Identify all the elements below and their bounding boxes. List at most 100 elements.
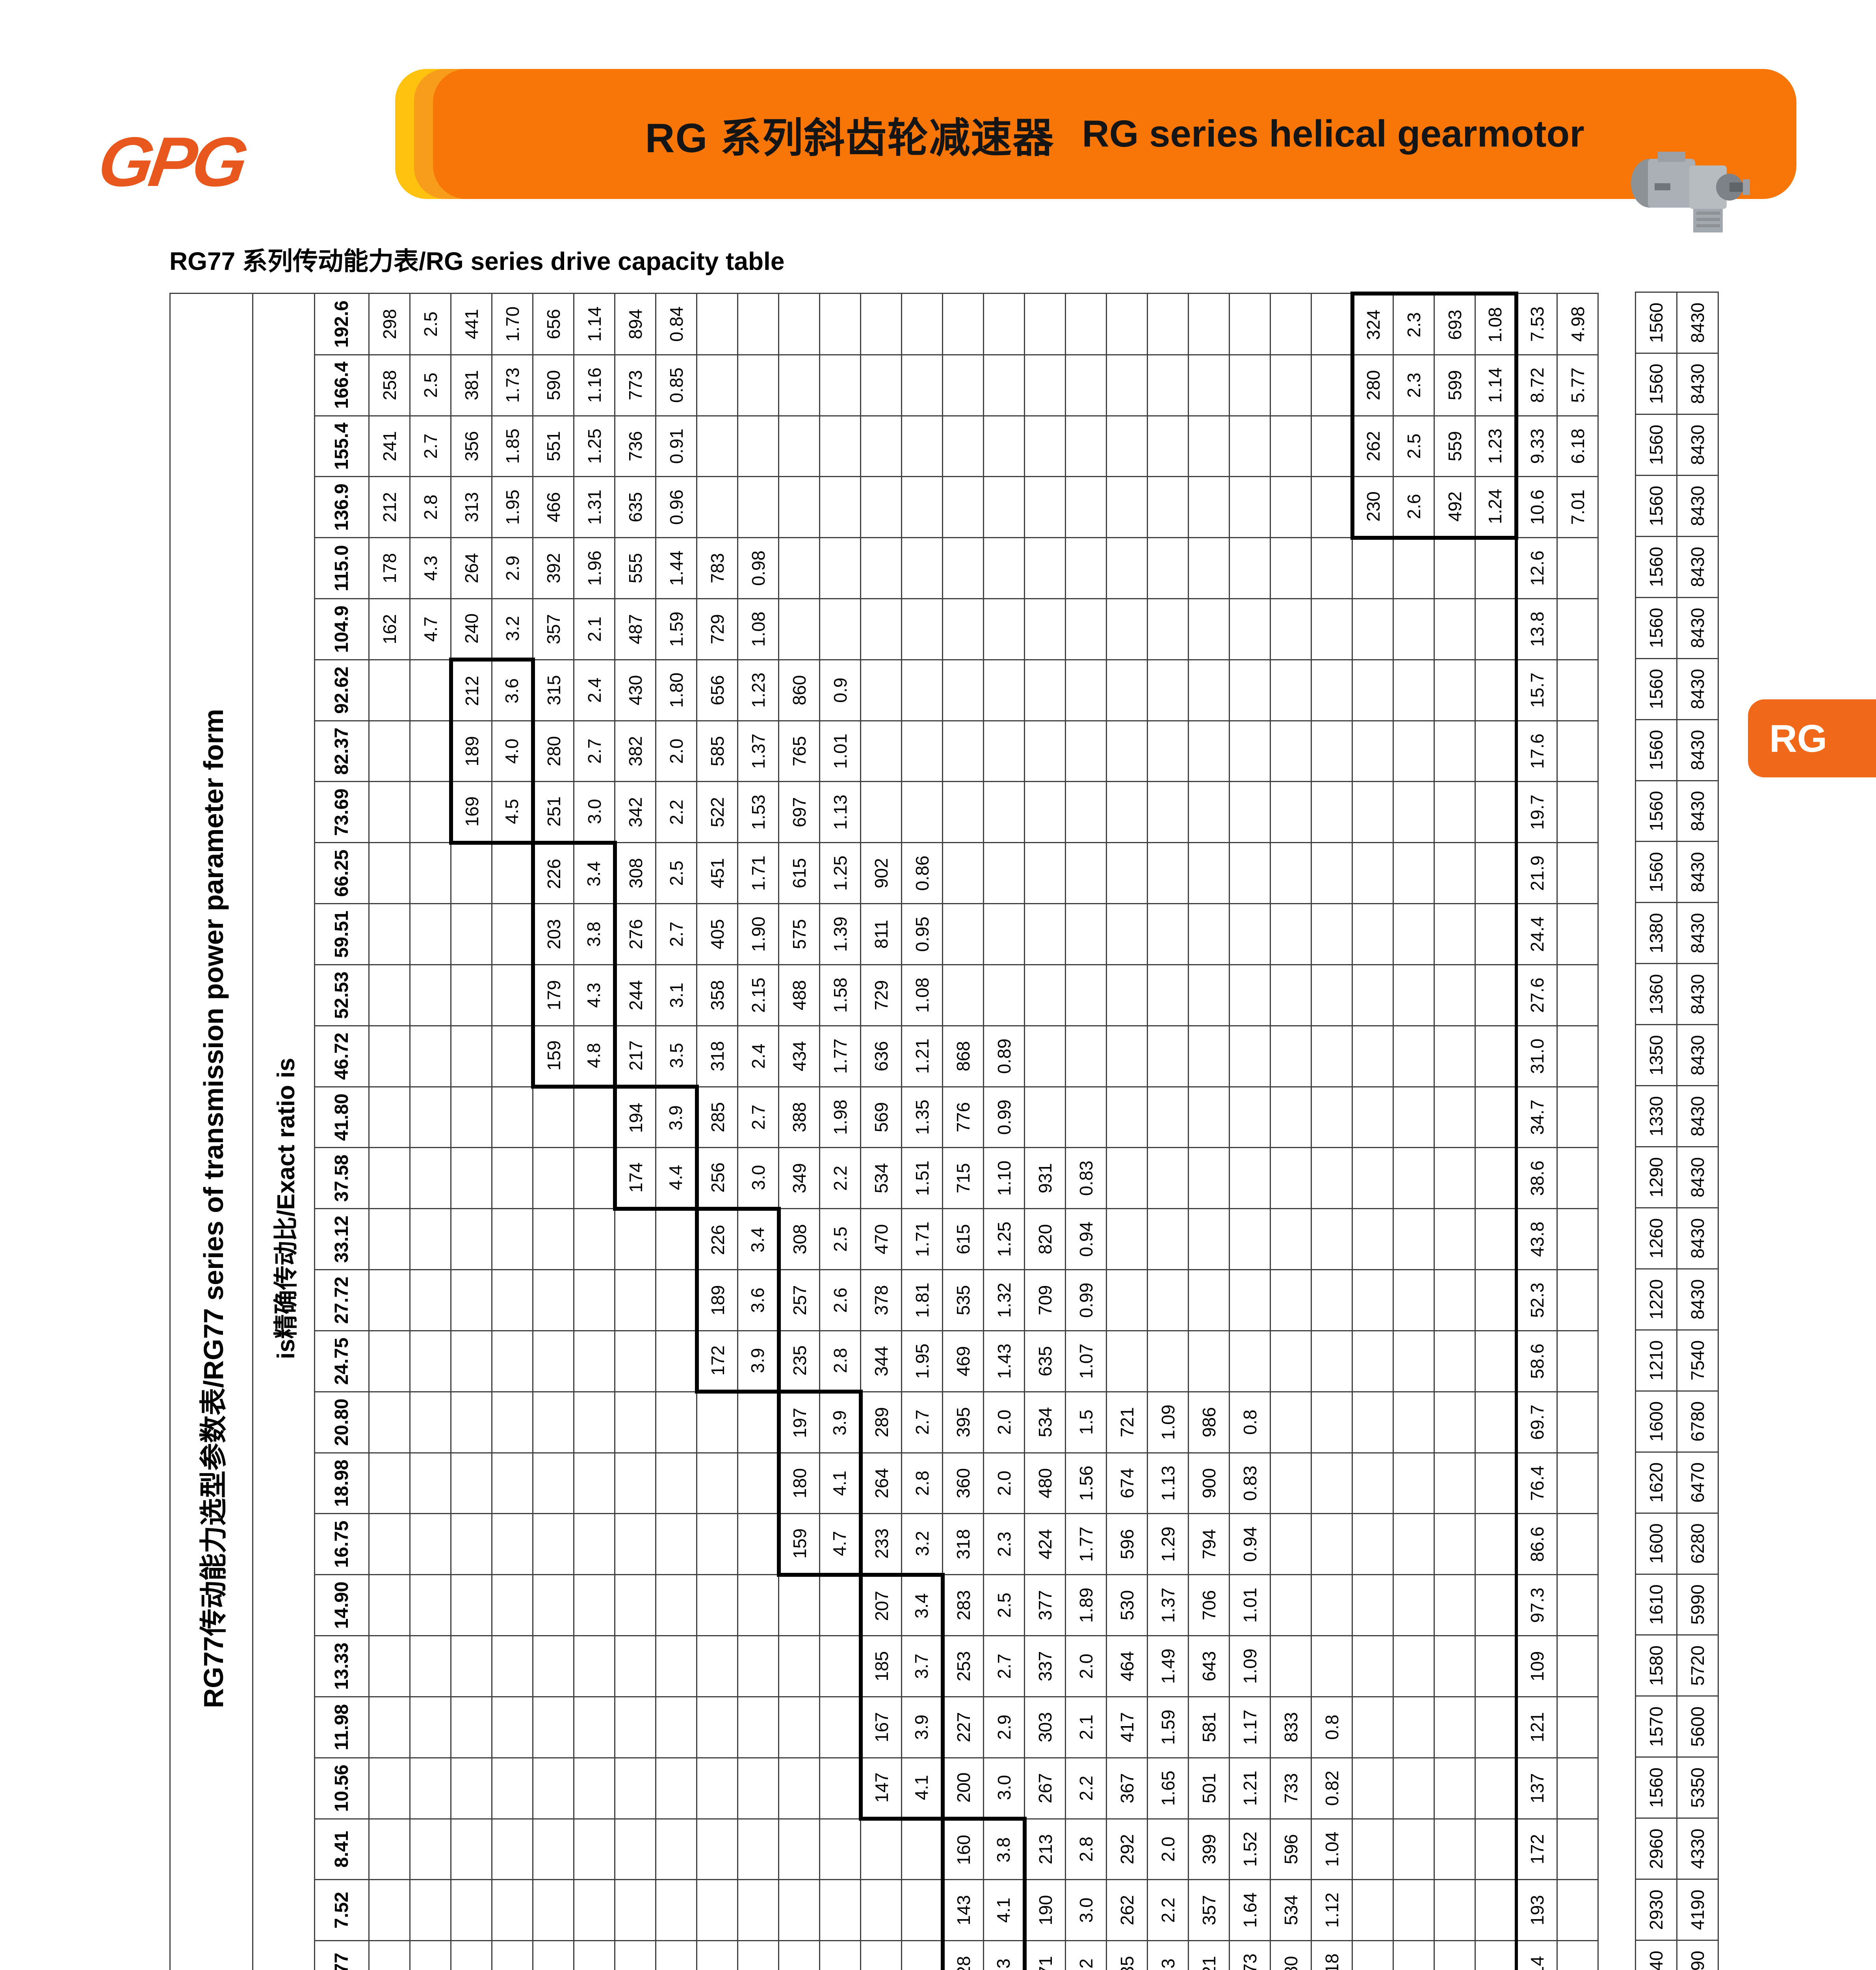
fb-value-cell: 4.5 [492, 781, 533, 843]
fb-value-cell: 0.99 [983, 1087, 1025, 1148]
t2-value-cell [860, 1879, 902, 1941]
t2-value-cell [1024, 537, 1066, 599]
fb-value-cell [983, 965, 1025, 1026]
t2-value-cell [369, 1879, 410, 1941]
t2-value-cell [860, 1819, 902, 1880]
fb-value-cell [1065, 598, 1107, 660]
t2-value-cell [369, 1513, 410, 1575]
radial-load-table: 径向载荷Radial LoadFr1(N)2990298029402930296… [1635, 292, 1719, 1970]
t2-value-cell [1352, 1635, 1393, 1697]
fb-value-cell [1475, 1940, 1516, 1970]
fb-value-cell: 2.2 [1147, 1879, 1189, 1941]
fb-value-cell [1147, 721, 1189, 782]
fb-value-cell [410, 1331, 451, 1392]
fb-value-cell [1229, 965, 1270, 1026]
t2-value-cell: 697 [778, 781, 820, 843]
t2-value-cell [697, 1758, 738, 1819]
t2-value-cell: 267 [1024, 1758, 1066, 1819]
fb-value-cell [819, 1819, 861, 1880]
fb-value-cell [901, 1940, 943, 1970]
t2-value-cell [533, 1819, 574, 1880]
fb-value-cell [901, 781, 943, 843]
fb-value-cell [1229, 1269, 1270, 1331]
fb-value-cell: 2.0 [1065, 1635, 1107, 1697]
fr-value-cell: 8430 [1677, 1085, 1718, 1147]
side-tab-rg[interactable]: RG [1748, 699, 1876, 777]
t2-value-cell [942, 965, 984, 1026]
fr-value-cell: 1330 [1635, 1085, 1677, 1147]
t2-value-cell: 160 [942, 1819, 984, 1880]
t2-value-cell: 240 [451, 598, 492, 660]
fb-value-cell: 2.9 [983, 1697, 1025, 1758]
n2-value-cell: 38.6 [1516, 1147, 1557, 1209]
t2-value-cell [1352, 1087, 1393, 1148]
t2-value-cell [778, 1574, 820, 1636]
fb-value-cell: 1.95 [901, 1331, 943, 1392]
fb-value-cell [410, 1087, 451, 1148]
t2-value-cell [1024, 355, 1066, 416]
n2-value-cell: 8.72 [1516, 355, 1557, 416]
fb-value-cell: 1.81 [901, 1269, 943, 1331]
fb-value-cell [737, 1758, 779, 1819]
fb-value-cell [1393, 1758, 1434, 1819]
t2-value-cell [1024, 781, 1066, 843]
fb-value-cell: 0.82 [1311, 1758, 1352, 1819]
fb-value-cell [1475, 781, 1516, 843]
n2-value-cell [1557, 1819, 1598, 1880]
t2-value-cell: 262 [1352, 416, 1393, 477]
fr-value-cell: 1620 [1635, 1452, 1677, 1513]
t2-value-cell [778, 1635, 820, 1697]
t2-value-cell: 264 [451, 537, 492, 599]
fb-value-cell: 1.17 [1229, 1697, 1270, 1758]
fb-value-cell [656, 1879, 697, 1941]
ratio-cell: 6.77 [314, 1940, 369, 1970]
t2-value-cell: 833 [1270, 1697, 1311, 1758]
fb-value-cell [1393, 965, 1434, 1026]
t2-value-cell: 820 [1024, 1208, 1066, 1270]
t2-value-cell [942, 355, 984, 416]
t2-value-cell: 241 [369, 416, 410, 477]
t2-value-cell: 551 [533, 416, 574, 477]
t2-value-cell [451, 965, 492, 1026]
fr-value-cell: 1570 [1635, 1696, 1677, 1757]
fb-value-cell: 3.9 [656, 1087, 697, 1148]
t2-value-cell [1270, 537, 1311, 599]
n2-value-cell: 24.4 [1516, 903, 1557, 965]
t2-value-cell [1434, 1331, 1475, 1392]
ratio-cell: 46.72 [314, 1026, 369, 1087]
fb-value-cell [656, 1269, 697, 1331]
t2-value-cell [1106, 721, 1148, 782]
fb-value-cell: 2.5 [410, 294, 451, 355]
fb-value-cell: 1.89 [1065, 1574, 1107, 1636]
fb-value-cell [737, 1697, 779, 1758]
fb-value-cell [1475, 660, 1516, 721]
t2-value-cell [1188, 1208, 1230, 1270]
t2-value-cell [1270, 294, 1311, 355]
fb-value-cell: 3.0 [737, 1147, 779, 1209]
t2-value-cell [1352, 1147, 1393, 1209]
fb-value-cell: 1.04 [1311, 1819, 1352, 1880]
t2-value-cell [778, 1819, 820, 1880]
fb-value-cell [1229, 1147, 1270, 1209]
t2-value-cell [1434, 1513, 1475, 1575]
n2-value-cell [1557, 598, 1598, 660]
fb-value-cell [737, 1453, 779, 1514]
t2-value-cell: 986 [1188, 1392, 1230, 1453]
fb-value-cell [1393, 1879, 1434, 1941]
t2-value-cell [1188, 965, 1230, 1026]
n2-value-cell: 69.7 [1516, 1392, 1557, 1453]
t2-value-cell: 303 [1024, 1697, 1066, 1758]
fb-value-cell [1147, 355, 1189, 416]
fb-value-cell [1311, 1453, 1352, 1514]
fb-value-cell [1147, 1331, 1189, 1392]
n2-value-cell: 137 [1516, 1758, 1557, 1819]
n2-value-cell: 6.18 [1557, 416, 1598, 477]
t2-value-cell [1106, 416, 1148, 477]
fb-value-cell: 1.95 [492, 476, 533, 538]
n2-value-cell: 9.33 [1516, 416, 1557, 477]
fb-value-cell: 1.21 [901, 1026, 943, 1087]
t2-value-cell [1024, 476, 1066, 538]
fb-value-cell [1311, 1087, 1352, 1148]
fb-value-cell: 3.2 [1065, 1940, 1107, 1970]
t2-value-cell [697, 476, 738, 538]
